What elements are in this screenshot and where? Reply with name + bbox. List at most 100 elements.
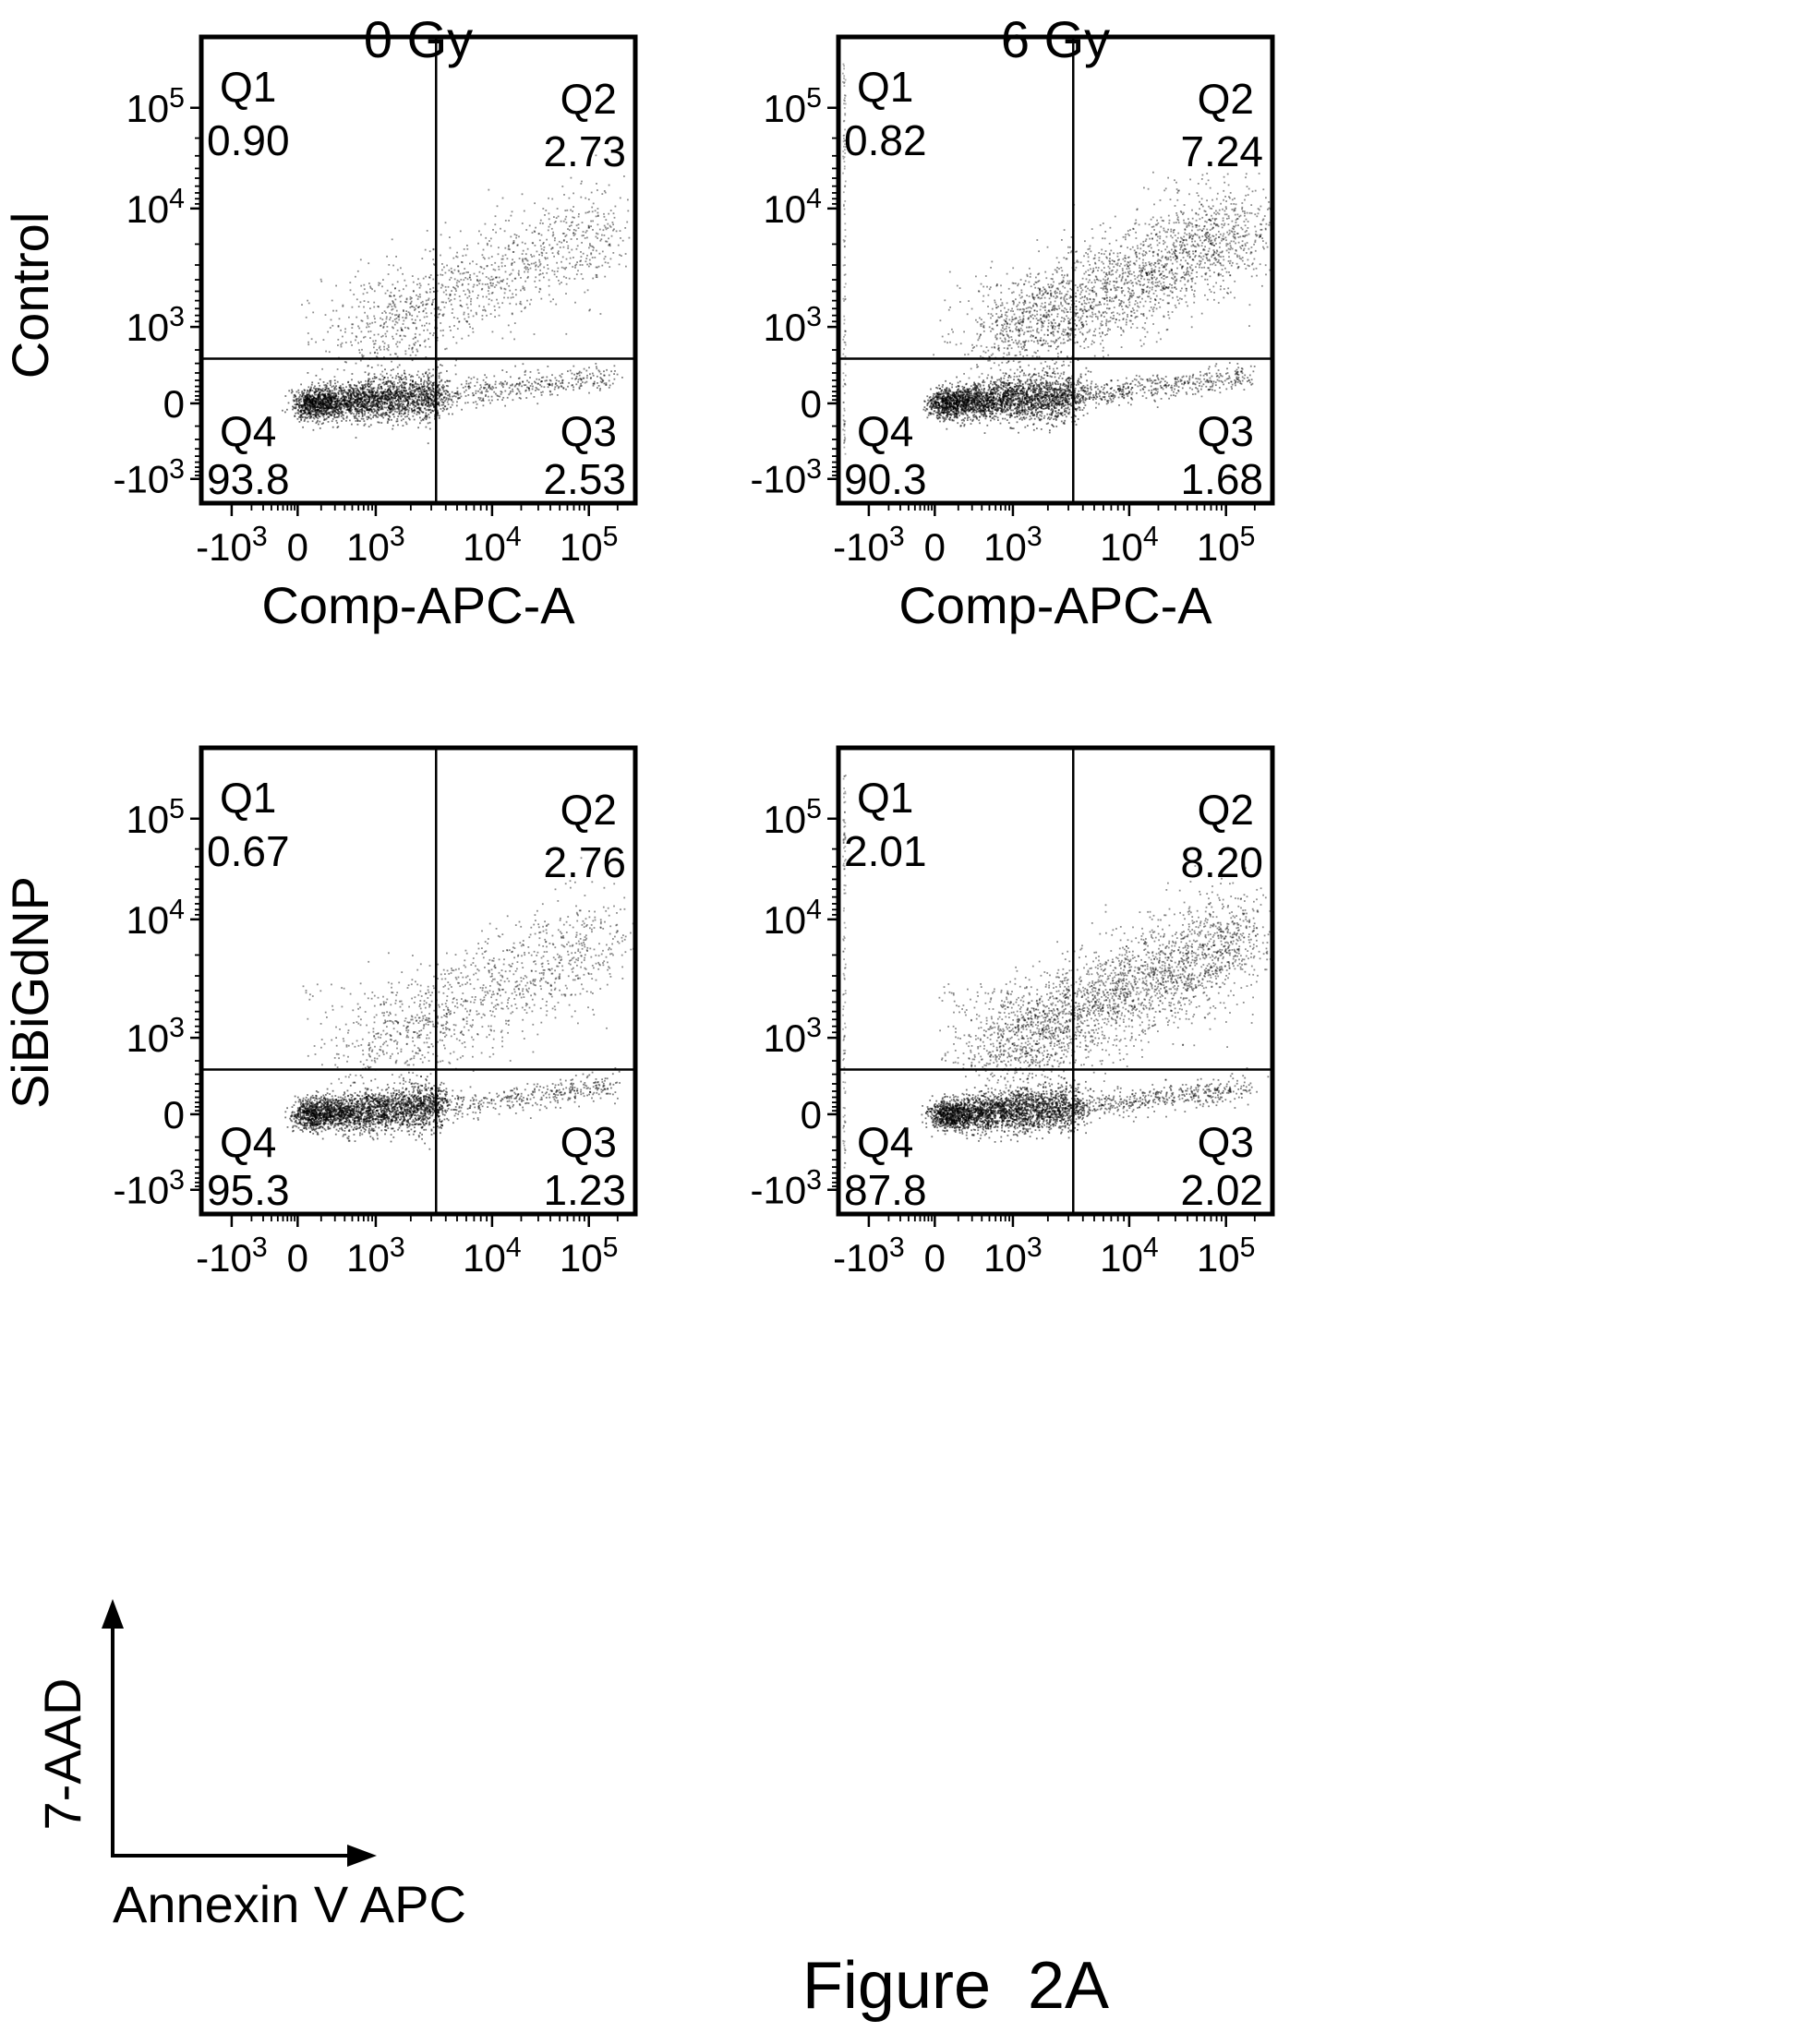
- event-dot: [351, 306, 354, 308]
- event-dot: [301, 394, 304, 397]
- event-dot: [390, 295, 392, 297]
- event-dot: [398, 404, 401, 407]
- event-dot: [500, 382, 503, 385]
- event-dot: [307, 395, 310, 397]
- event-dot: [326, 406, 328, 409]
- event-dot: [307, 412, 309, 415]
- event-dot: [359, 401, 362, 403]
- event-dot: [390, 381, 392, 383]
- event-dot: [524, 258, 526, 260]
- event-dot: [477, 280, 480, 283]
- event-dot: [498, 314, 500, 317]
- event-dot: [937, 407, 940, 410]
- event-dot: [520, 397, 522, 400]
- event-dot: [395, 314, 398, 316]
- event-dot: [512, 251, 514, 253]
- event-dot: [324, 402, 326, 404]
- event-dot: [1045, 423, 1048, 425]
- event-dot: [511, 384, 513, 387]
- event-dot: [363, 306, 365, 308]
- event-dot: [338, 401, 341, 403]
- event-dot: [307, 299, 308, 302]
- event-dot: [380, 413, 383, 415]
- event-dot: [393, 401, 395, 403]
- event-dot: [308, 412, 310, 414]
- event-dot: [389, 398, 392, 401]
- event-dot: [380, 335, 383, 338]
- event-dot: [557, 251, 559, 254]
- event-dot: [412, 410, 415, 412]
- event-dot: [367, 315, 368, 318]
- event-dot: [573, 206, 574, 208]
- event-dot: [449, 379, 452, 382]
- event-dot: [395, 353, 397, 355]
- event-dot: [527, 269, 530, 271]
- event-dot: [560, 260, 562, 263]
- event-dot: [578, 372, 580, 374]
- event-dot: [421, 385, 424, 388]
- event-dot: [438, 383, 440, 386]
- event-dot: [397, 382, 399, 384]
- event-dot: [411, 395, 414, 398]
- event-dot: [438, 392, 440, 395]
- event-dot: [366, 292, 368, 294]
- event-dot: [377, 394, 379, 396]
- event-dot: [428, 250, 431, 253]
- event-dot: [380, 422, 383, 424]
- event-dot: [576, 245, 579, 247]
- event-dot: [457, 285, 459, 288]
- event-dot: [477, 390, 479, 392]
- event-dot: [315, 422, 318, 425]
- event-dot: [585, 258, 588, 259]
- event-dot: [413, 418, 416, 421]
- event-dot: [488, 384, 490, 387]
- event-dot: [453, 395, 455, 397]
- event-dot: [545, 252, 548, 254]
- event-dot: [345, 361, 347, 364]
- event-dot: [314, 413, 317, 415]
- event-dot: [1055, 417, 1057, 420]
- quadrant-percent: 2.73: [543, 127, 626, 175]
- event-dot: [428, 372, 431, 375]
- event-dot: [432, 286, 435, 289]
- event-dot: [409, 314, 411, 316]
- event-dot: [943, 397, 946, 399]
- event-dot: [1064, 403, 1067, 406]
- event-dot: [368, 394, 371, 397]
- event-dot: [534, 280, 536, 283]
- event-dot: [515, 303, 517, 306]
- event-dot: [390, 411, 392, 413]
- event-dot: [317, 413, 319, 415]
- event-dot: [369, 404, 372, 407]
- event-dot: [609, 224, 611, 227]
- event-dot: [537, 382, 539, 385]
- event-dot: [328, 395, 331, 398]
- event-dot: [390, 374, 392, 377]
- event-dot: [399, 403, 401, 405]
- event-dot: [417, 387, 420, 390]
- event-dot: [1027, 406, 1030, 409]
- event-dot: [364, 407, 367, 410]
- event-dot: [478, 271, 481, 273]
- event-dot: [371, 288, 373, 291]
- event-dot: [493, 391, 496, 393]
- event-dot: [539, 273, 542, 275]
- event-dot: [451, 403, 453, 406]
- event-dot: [539, 384, 541, 386]
- event-dot: [348, 405, 351, 408]
- event-dot: [562, 275, 565, 278]
- event-dot: [443, 396, 446, 399]
- event-dot: [966, 419, 969, 421]
- event-dot: [1040, 376, 1043, 378]
- event-dot: [461, 261, 463, 263]
- event-dot: [612, 223, 614, 226]
- event-dot: [537, 389, 540, 391]
- event-dot: [480, 288, 483, 291]
- event-dot: [371, 403, 374, 405]
- event-dot: [441, 269, 443, 271]
- event-dot: [560, 282, 562, 283]
- event-dot: [432, 382, 435, 384]
- event-dot: [306, 393, 308, 396]
- event-dot: [390, 403, 392, 405]
- event-dot: [354, 408, 356, 411]
